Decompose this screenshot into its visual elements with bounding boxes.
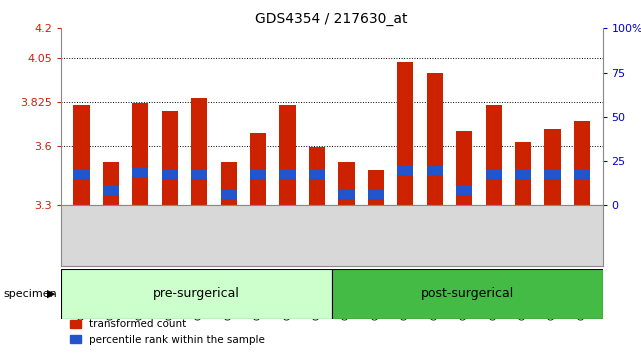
- Bar: [132, 103, 149, 205]
- Bar: [221, 162, 237, 205]
- Bar: [103, 162, 119, 205]
- Bar: [332, 269, 603, 319]
- Bar: [574, 121, 590, 205]
- Bar: [279, 105, 296, 205]
- Bar: [191, 98, 207, 205]
- Bar: [162, 169, 178, 179]
- Bar: [485, 169, 502, 179]
- Bar: [368, 190, 384, 199]
- Bar: [250, 132, 266, 205]
- Bar: [368, 170, 384, 205]
- Bar: [279, 169, 296, 179]
- Bar: [338, 162, 354, 205]
- Text: post-surgerical: post-surgerical: [420, 287, 513, 300]
- Bar: [427, 73, 443, 205]
- Bar: [250, 169, 266, 179]
- Bar: [338, 190, 354, 199]
- Bar: [61, 269, 332, 319]
- Bar: [485, 105, 502, 205]
- Bar: [456, 185, 472, 194]
- Bar: [191, 169, 207, 179]
- Bar: [309, 147, 325, 205]
- Bar: [544, 129, 561, 205]
- Bar: [397, 62, 413, 205]
- Bar: [515, 142, 531, 205]
- Bar: [309, 169, 325, 179]
- Bar: [74, 105, 90, 205]
- Bar: [574, 169, 590, 179]
- Bar: [103, 185, 119, 194]
- Legend: transformed count, percentile rank within the sample: transformed count, percentile rank withi…: [66, 315, 269, 349]
- Bar: [456, 131, 472, 205]
- Bar: [221, 190, 237, 199]
- Bar: [515, 169, 531, 179]
- Text: ▶: ▶: [47, 289, 55, 299]
- Bar: [397, 165, 413, 175]
- Text: specimen: specimen: [3, 289, 57, 299]
- Text: pre-surgerical: pre-surgerical: [153, 287, 240, 300]
- Bar: [427, 165, 443, 175]
- Bar: [544, 169, 561, 179]
- Bar: [162, 111, 178, 205]
- Bar: [74, 169, 90, 179]
- Title: GDS4354 / 217630_at: GDS4354 / 217630_at: [256, 12, 408, 26]
- Bar: [132, 167, 149, 177]
